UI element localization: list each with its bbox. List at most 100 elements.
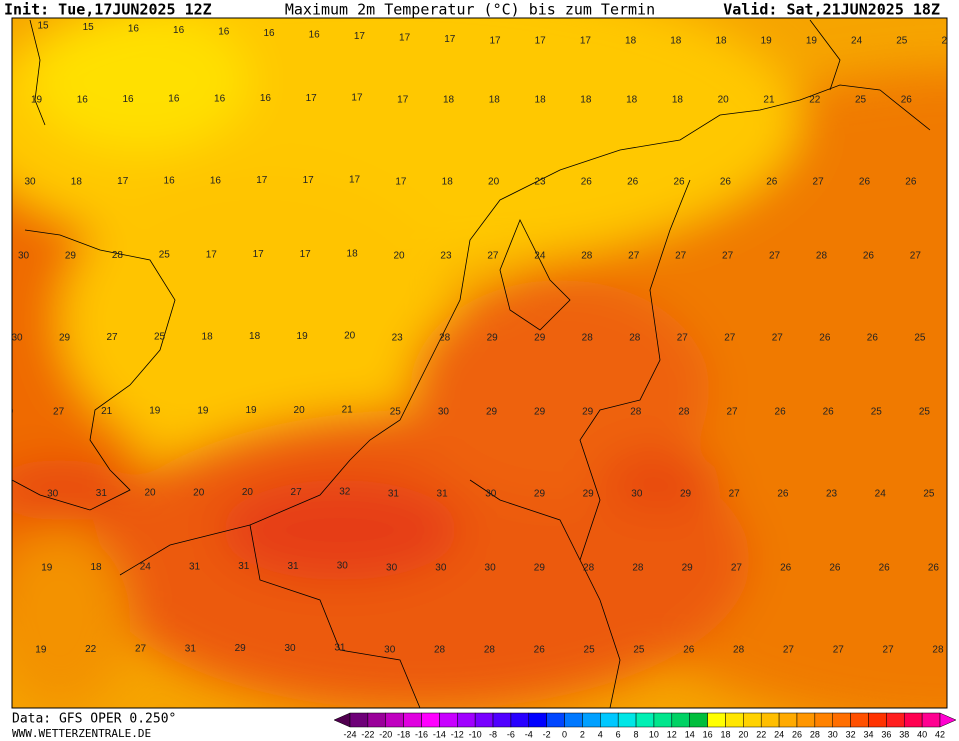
temperature-value: 22 [85,644,97,655]
temperature-value: 20 [393,251,405,262]
temperature-value: 18 [489,95,501,106]
temperature-value: 28 [439,333,451,344]
temperature-value: 19 [197,405,209,416]
temperature-value: 20 [718,95,730,106]
colorbar-box [635,712,655,728]
colorbar-label: -22 [361,729,374,739]
temperature-value: 18 [625,36,637,47]
temperature-value: 28 [629,333,641,344]
colorbar-box [903,712,923,728]
temperature-value: 19 [245,405,257,416]
temperature-value: 17 [300,249,312,260]
temperature-value: 24 [875,489,887,500]
temperature-value: 26 [766,177,778,188]
temperature-value: 17 [256,175,268,186]
temperature-value: 18 [90,562,102,573]
temperature-value: 26 [627,177,639,188]
temperature-value: 29 [582,407,594,418]
temperature-value: 17 [580,36,592,47]
temperature-value: 25 [855,95,867,106]
colorbar-arrow [939,712,957,728]
temperature-value: 16 [77,94,89,105]
temperature-value: 29 [487,333,499,344]
colorbar-box [796,712,816,728]
temperature-value: 27 [106,332,118,343]
map-title: Maximum 2m Temperatur (°C) bis zum Termi… [285,1,655,19]
temperature-value: 27 [135,644,147,655]
temperature-value: 27 [883,645,895,656]
temperature-value: 27 [833,645,845,656]
temperature-value: 30 [284,643,296,654]
temperature-value: 30 [384,645,396,656]
temperature-value: 17 [253,249,265,260]
temperature-value: 17 [444,34,456,45]
temperature-value: 17 [349,175,361,186]
temperature-value: 26 [947,95,959,106]
temperature-value: 25 [390,407,402,418]
temperature-value: 30 [337,561,349,572]
temperature-value: 27 [291,487,303,498]
temperature-value: 19 [761,36,773,47]
colorbar-label: 20 [738,729,748,739]
colorbar-label: 30 [828,729,838,739]
temperature-value: 27 [910,251,922,262]
temperature-value: 19 [806,36,818,47]
temperature-value: 16 [173,25,185,36]
temperature-value: 18 [535,95,547,106]
temperature-value: 24 [851,36,863,47]
temperature-value: 26 [901,95,913,106]
temperature-value: 30 [485,563,497,574]
temperature-value: 26 [928,563,940,574]
colorbar-label: 38 [899,729,909,739]
temperature-value: 16 [210,175,222,186]
temperature-value: 20 [294,405,306,416]
temperature-value: 15 [83,22,95,33]
colorbar-box [832,712,851,728]
colorbar-label: 14 [685,729,695,739]
temperature-value: 27 [677,333,689,344]
temperature-value: 30 [485,489,497,500]
temperature-value: 26 [867,333,879,344]
temperature-value: 26 [534,645,546,656]
temperature-value: 26 [879,563,891,574]
data-source: Data: GFS OPER 0.250° [12,712,176,727]
temperature-value: 27 [628,251,640,262]
colorbar-box [582,712,601,728]
temperature-value: 23 [534,177,546,188]
colorbar-box [367,712,387,728]
colorbar-label: 4 [598,729,603,739]
temperature-value: 31 [388,489,400,500]
temperature-value: 24 [534,251,546,262]
temperature-value: 18 [202,331,214,342]
temperature-value: 26 [775,407,787,418]
temperature-value: 26 [673,177,685,188]
temperature-value: 26 [683,645,695,656]
colorbar-label: -4 [525,729,533,739]
temperature-value: 28 [632,563,644,574]
colorbar-label: -18 [397,729,410,739]
colorbar-label: 36 [881,729,891,739]
temperature-value: 20 [242,487,254,498]
colorbar-box [564,712,583,728]
temperature-value: 17 [399,33,411,44]
colorbar-label: 34 [863,729,873,739]
temperature-value: 26 [863,251,875,262]
colorbar-label: 2 [580,729,585,739]
temperature-value: 17 [395,177,407,188]
colorbar-arrow [333,712,351,728]
temperature-value: 28 [733,645,745,656]
colorbar-label: 24 [774,729,784,739]
temperature-value: 27 [53,406,65,417]
temperature-value: 29 [534,563,546,574]
colorbar-box [421,712,440,728]
temperature-value: 26 [823,407,835,418]
temperature-value: 18 [442,177,454,188]
colorbar-box [707,712,726,728]
valid-time: Valid: Sat,21JUN2025 18Z [723,1,940,19]
temperature-value: 16 [309,30,321,41]
temperature-value: 23 [392,333,404,344]
colorbar-box [921,712,941,728]
temperature-value: 27 [769,251,781,262]
